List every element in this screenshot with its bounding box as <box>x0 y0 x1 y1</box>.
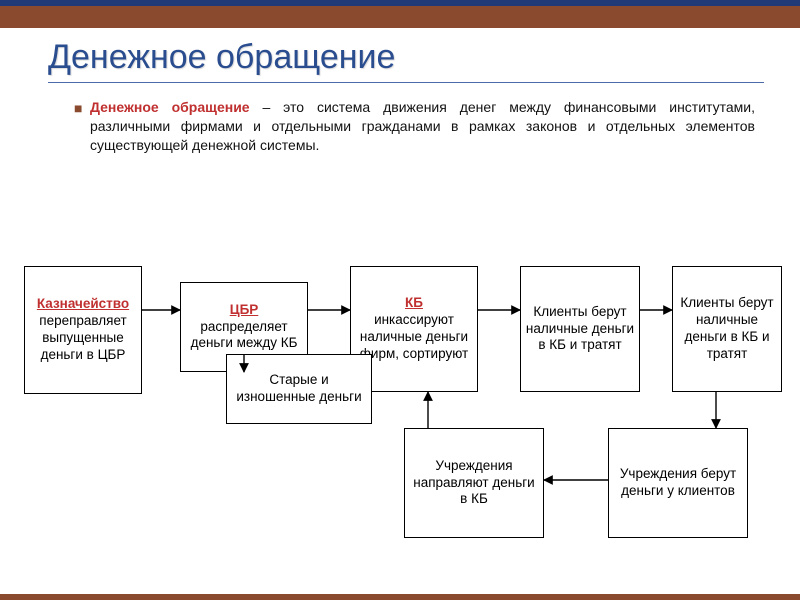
node-text: распределяет деньги между КБ <box>185 319 303 353</box>
node-text: инкассируют наличные деньги фирм, сортир… <box>355 312 473 363</box>
node-title: Казначейство <box>29 296 137 313</box>
node-text: переправляет выпущенные деньги в ЦБР <box>29 313 137 364</box>
title-underline <box>48 82 764 83</box>
node-text: Клиенты берут наличные деньги в КБ и тра… <box>525 304 635 355</box>
node-inst-take: Учреждения берут деньги у клиентов <box>608 428 748 538</box>
node-clients-1: Клиенты берут наличные деньги в КБ и тра… <box>520 266 640 392</box>
node-treasury: Казначейство переправляет выпущенные ден… <box>24 266 142 394</box>
node-old-money: Старые и изношенные деньги <box>226 354 372 424</box>
definition-term: Денежное обращение <box>90 99 250 115</box>
node-clients-2: Клиенты берут наличные деньги в КБ и тра… <box>672 266 782 392</box>
node-text: Старые и изношенные деньги <box>231 372 367 406</box>
bullet-icon: ■ <box>74 100 82 116</box>
node-title: ЦБР <box>185 302 303 319</box>
node-text: Учреждения берут деньги у клиентов <box>613 466 743 500</box>
top-brown-bar <box>0 6 800 28</box>
bottom-brown-bar <box>0 594 800 600</box>
node-inst-send: Учреждения направляют деньги в КБ <box>404 428 544 538</box>
page-title: Денежное обращение <box>48 38 395 77</box>
node-text: Учреждения направляют деньги в КБ <box>409 458 539 509</box>
node-title: КБ <box>355 295 473 312</box>
node-text: Клиенты берут наличные деньги в КБ и тра… <box>677 295 777 363</box>
description: Денежное обращение – это система движени… <box>90 98 755 155</box>
